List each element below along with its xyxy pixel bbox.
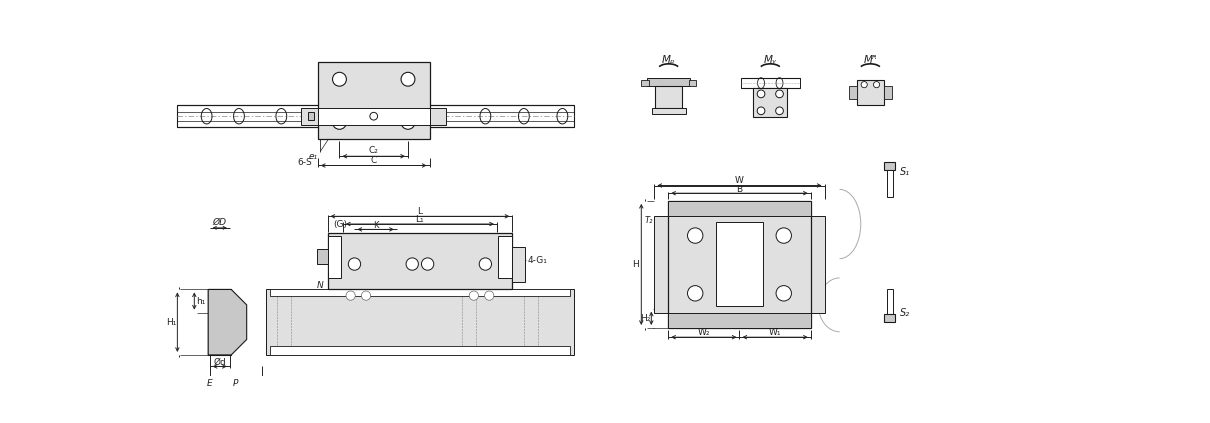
- Bar: [885, 162, 895, 170]
- Text: 4-G₁: 4-G₁: [528, 255, 548, 265]
- Text: S₁: S₁: [900, 167, 911, 177]
- Bar: [328, 233, 512, 289]
- Circle shape: [421, 258, 434, 270]
- Text: N: N: [317, 281, 323, 290]
- Bar: [668, 201, 811, 216]
- Circle shape: [757, 107, 765, 115]
- Text: C: C: [370, 156, 376, 165]
- Circle shape: [776, 286, 791, 301]
- Text: H: H: [632, 260, 639, 269]
- Bar: [887, 170, 893, 197]
- Text: P: P: [234, 379, 238, 388]
- Circle shape: [874, 82, 880, 88]
- Circle shape: [776, 228, 791, 243]
- Circle shape: [346, 291, 356, 300]
- Text: h₁: h₁: [196, 297, 206, 305]
- Text: W₁: W₁: [768, 328, 782, 337]
- Text: T₃: T₃: [697, 216, 705, 225]
- Text: 6-S: 6-S: [298, 158, 312, 167]
- Bar: [741, 79, 800, 88]
- Text: L₁: L₁: [415, 215, 425, 224]
- Bar: [716, 222, 762, 306]
- Bar: [318, 108, 430, 125]
- Text: (G): (G): [334, 220, 347, 228]
- Bar: [318, 62, 430, 139]
- Bar: [178, 105, 574, 127]
- Bar: [885, 86, 892, 99]
- Bar: [668, 313, 811, 328]
- Bar: [652, 108, 686, 114]
- Text: H₂: H₂: [640, 314, 650, 323]
- Bar: [655, 216, 668, 313]
- Bar: [885, 314, 895, 322]
- Bar: [328, 236, 341, 278]
- Text: C₂: C₂: [369, 146, 379, 155]
- Text: e₁: e₁: [309, 152, 318, 161]
- Bar: [754, 88, 788, 117]
- Circle shape: [333, 72, 346, 86]
- Text: ØD: ØD: [213, 218, 226, 227]
- Circle shape: [776, 90, 783, 98]
- Text: Mᵧ: Mᵧ: [764, 55, 777, 65]
- Circle shape: [469, 291, 478, 300]
- Bar: [647, 79, 690, 86]
- Circle shape: [407, 258, 419, 270]
- Bar: [849, 86, 857, 99]
- Text: H₁: H₁: [166, 318, 177, 327]
- Bar: [266, 289, 574, 355]
- Circle shape: [333, 115, 346, 129]
- Circle shape: [776, 107, 783, 115]
- Circle shape: [687, 286, 703, 301]
- Bar: [641, 80, 649, 86]
- Bar: [270, 346, 570, 355]
- Circle shape: [664, 98, 673, 105]
- Bar: [430, 108, 446, 125]
- Text: S₂: S₂: [900, 308, 911, 318]
- Text: Mᴿ: Mᴿ: [864, 55, 877, 65]
- Circle shape: [401, 72, 415, 86]
- Bar: [887, 289, 893, 314]
- Circle shape: [401, 115, 415, 129]
- Text: T: T: [674, 216, 679, 225]
- Bar: [499, 236, 512, 278]
- Bar: [811, 216, 824, 313]
- Text: B: B: [737, 185, 743, 194]
- Text: Mₚ: Mₚ: [662, 55, 675, 65]
- Bar: [270, 289, 570, 296]
- Circle shape: [362, 291, 370, 300]
- Bar: [655, 86, 682, 108]
- Polygon shape: [208, 289, 247, 355]
- Bar: [668, 201, 811, 328]
- Circle shape: [862, 82, 868, 88]
- Circle shape: [479, 258, 491, 270]
- Circle shape: [348, 258, 361, 270]
- Circle shape: [370, 113, 378, 120]
- Bar: [208, 289, 231, 355]
- Bar: [857, 80, 885, 104]
- Bar: [688, 80, 697, 86]
- Text: W: W: [734, 176, 744, 185]
- Bar: [301, 108, 318, 125]
- Bar: [512, 247, 525, 282]
- Text: L: L: [417, 207, 422, 216]
- Text: Ød: Ød: [213, 357, 226, 366]
- Text: W₂: W₂: [698, 328, 710, 337]
- Bar: [317, 249, 328, 264]
- Text: K: K: [373, 221, 379, 230]
- Circle shape: [757, 90, 765, 98]
- Bar: [307, 113, 315, 120]
- Text: E: E: [207, 379, 213, 388]
- Circle shape: [484, 291, 494, 300]
- Circle shape: [687, 228, 703, 243]
- Text: T₂: T₂: [645, 216, 653, 225]
